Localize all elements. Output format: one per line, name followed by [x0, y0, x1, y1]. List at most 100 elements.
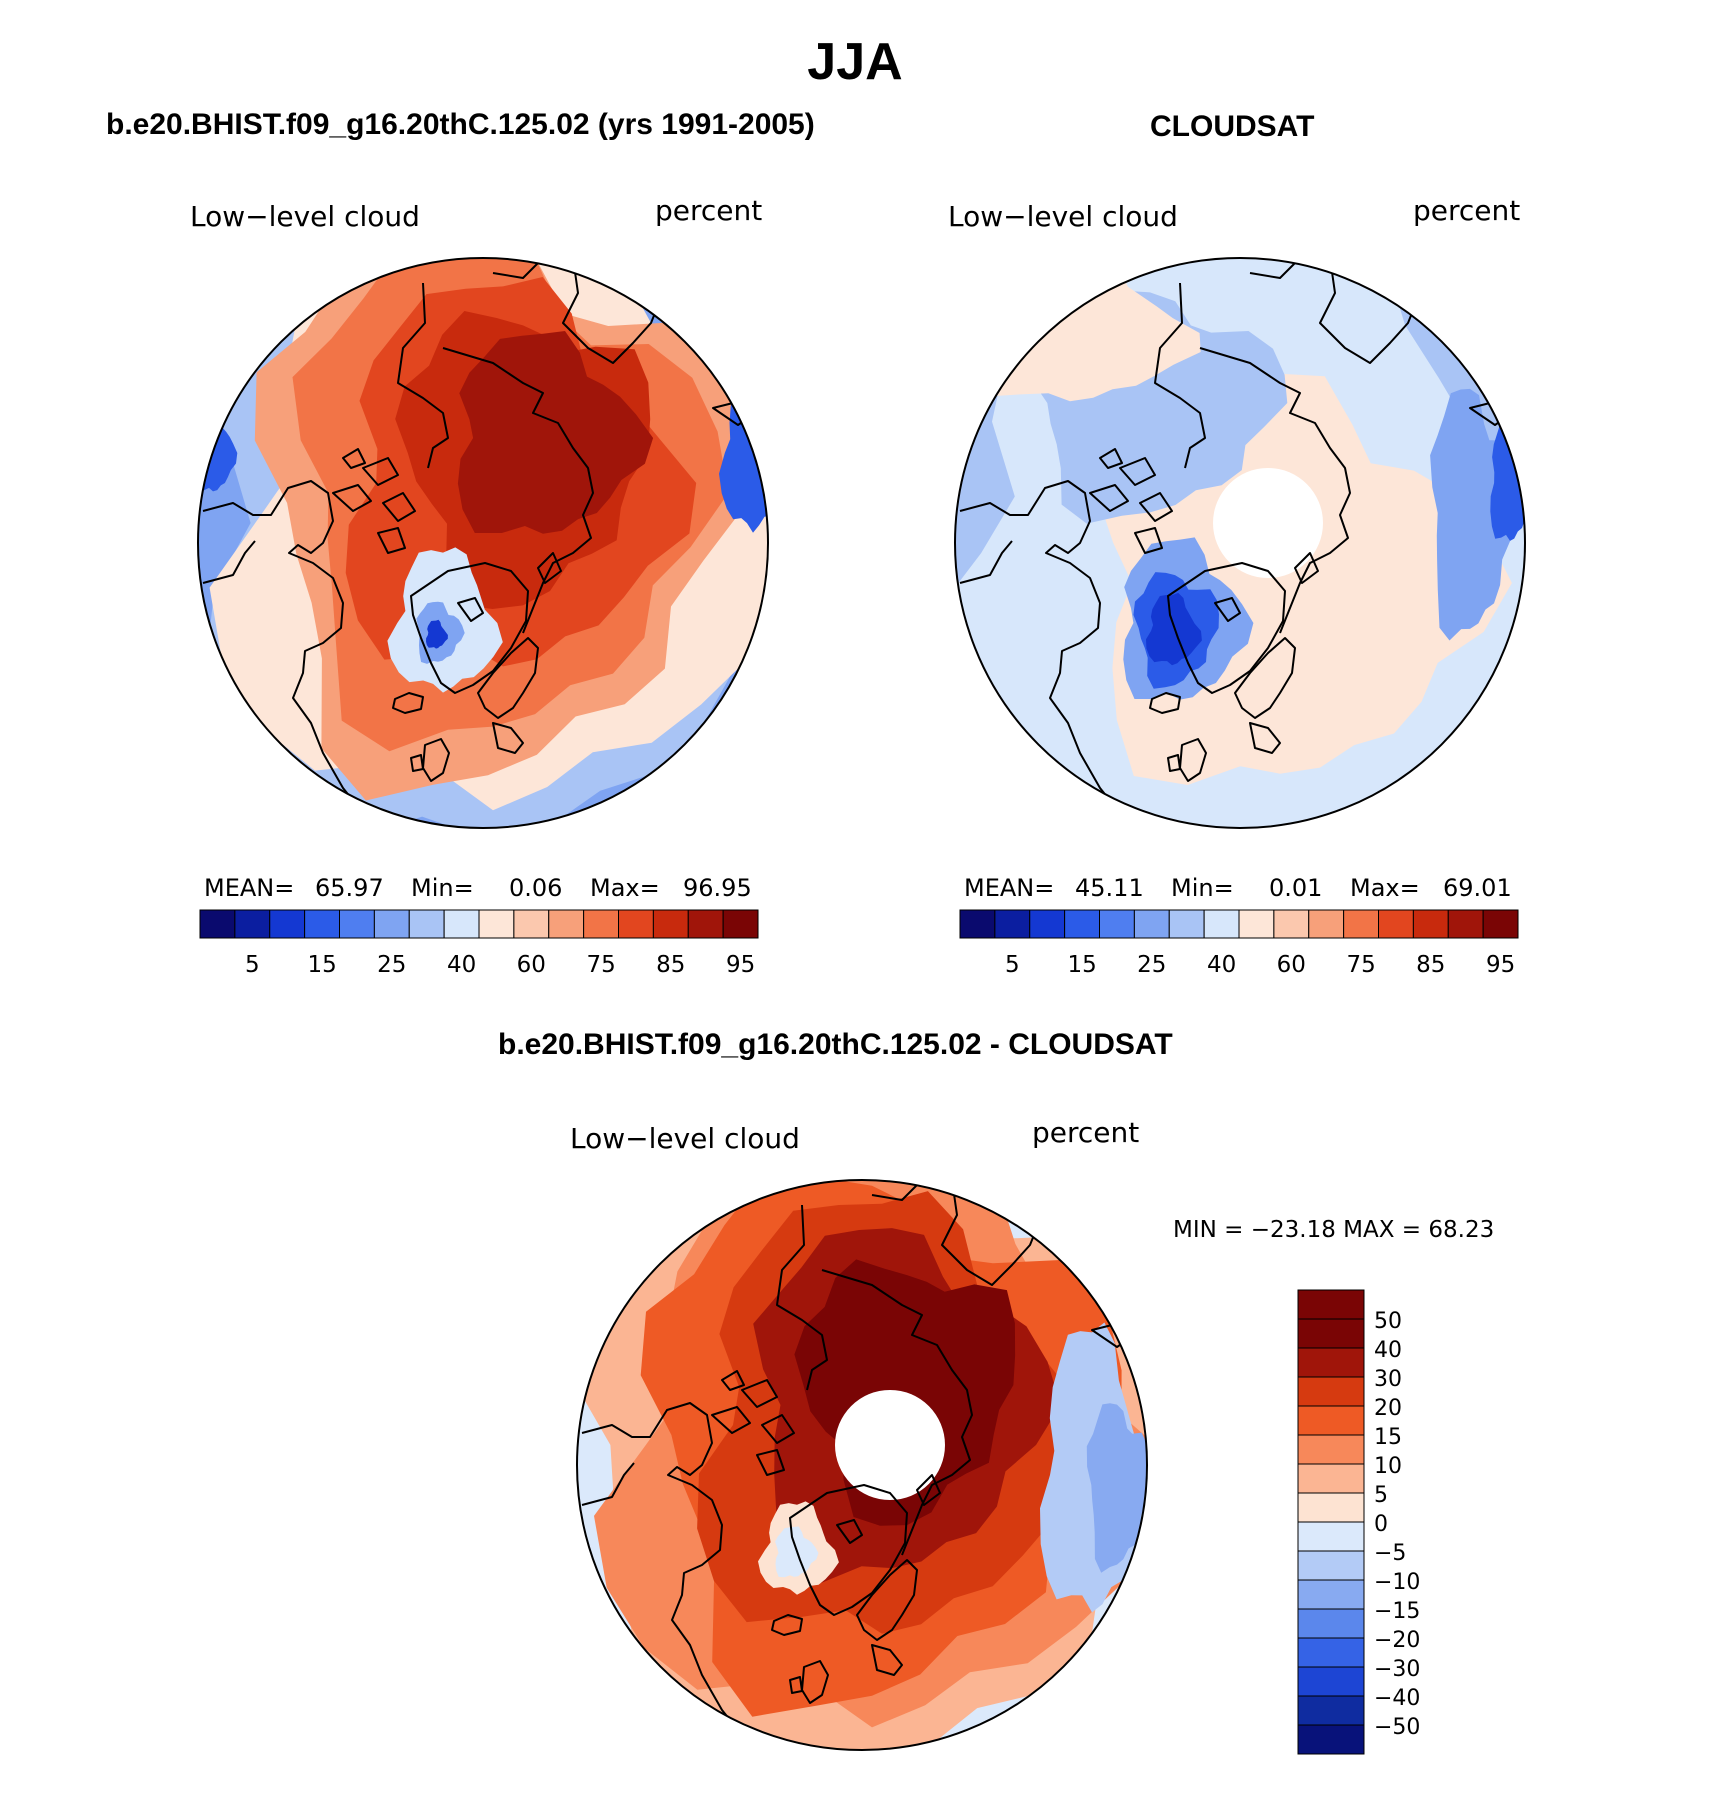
colorbar-box [959, 909, 996, 939]
colorbar-tick-label: 5 [245, 952, 260, 978]
panel-diff-variable: Low−level cloud [570, 1122, 800, 1155]
colorbar-box [1412, 909, 1449, 939]
colorbar-tick-label: 20 [1374, 1396, 1402, 1421]
colorbar-box [1297, 1550, 1365, 1581]
colorbar-tick-label: −15 [1374, 1599, 1420, 1624]
panel-obs-max-value: 69.01 [1443, 874, 1512, 902]
colorbar-box [199, 909, 236, 939]
panel-diff-minmax: MIN = −23.18 MAX = 68.23 [1173, 1217, 1495, 1243]
colorbar-box [583, 909, 620, 939]
colorbar-box [1297, 1405, 1365, 1436]
colorbar-tick-label: 75 [1346, 952, 1375, 978]
panel-model-heading: b.e20.BHIST.f09_g16.20thC.125.02 (yrs 19… [106, 108, 815, 141]
colorbar-tick-label: 40 [447, 952, 476, 978]
colorbar-tick-label: 5 [1005, 952, 1020, 978]
colorbar-tick-label: −40 [1374, 1686, 1420, 1711]
colorbar-box [652, 909, 689, 939]
colorbar-box [1297, 1666, 1365, 1697]
colorbar-box [618, 909, 654, 939]
panel-obs-mean-value: 45.11 [1075, 874, 1144, 902]
colorbar-box [1273, 909, 1310, 939]
colorbar-tick-label: 75 [586, 952, 615, 978]
colorbar-tick-label: 0 [1374, 1512, 1388, 1537]
colorbar-box [269, 909, 306, 939]
panel-model-min-value: 0.06 [509, 874, 563, 902]
panel-diff-map [576, 1179, 1148, 1751]
colorbar-tick-label: 60 [1277, 952, 1306, 978]
colorbar-box [408, 909, 445, 939]
panel-model-mean-label: MEAN= [204, 874, 295, 902]
panel-diff-units: percent [1032, 1116, 1140, 1149]
colorbar-box [1343, 909, 1380, 939]
polar-data-gap [1213, 468, 1323, 578]
colorbar-box [1378, 909, 1414, 939]
colorbar-tick-label: 40 [1207, 952, 1236, 978]
colorbar-box [1297, 1637, 1365, 1668]
coastline-outlines [202, 258, 749, 814]
colorbar-box [1297, 1492, 1365, 1523]
colorbar-box [1297, 1521, 1365, 1552]
panel-model-units: percent [655, 194, 763, 227]
map-boundary [576, 1179, 1148, 1751]
colorbar-box [1099, 909, 1135, 939]
panel-obs-mean-label: MEAN= [964, 874, 1055, 902]
colorbar-box [339, 909, 375, 939]
colorbar-box [513, 909, 550, 939]
colorbar-box [548, 909, 585, 939]
colorbar-box [1297, 1376, 1365, 1407]
polar-data-gap [835, 1390, 945, 1500]
colorbar-tick-label: 15 [1374, 1425, 1402, 1450]
colorbar-tick-label: 60 [517, 952, 546, 978]
colorbar-tick-label: −10 [1374, 1570, 1420, 1595]
colorbar-box [1308, 909, 1345, 939]
panel-obs-variable: Low−level cloud [948, 200, 1178, 233]
panel-model-min-label: Min= [411, 874, 474, 902]
panel-obs-min-label: Min= [1171, 874, 1234, 902]
panel-diff-heading: b.e20.BHIST.f09_g16.20thC.125.02 - CLOUD… [498, 1028, 1173, 1061]
colorbar-tick-label: −5 [1374, 1541, 1406, 1566]
colorbar-tick-label: 85 [1416, 952, 1445, 978]
colorbar-tick-label: 15 [307, 952, 336, 978]
colorbar-box [687, 909, 724, 939]
colorbar-box [1297, 1724, 1365, 1755]
colorbar-tick-label: −30 [1374, 1657, 1420, 1682]
panel-obs-units: percent [1413, 194, 1521, 227]
colorbar-box [722, 909, 759, 939]
colorbar-box [304, 909, 341, 939]
colorbar-box [1447, 909, 1484, 939]
colorbar-tick-label: 25 [377, 952, 406, 978]
contour-region [719, 367, 768, 533]
colorbar-tick-label: 50 [1374, 1309, 1402, 1334]
contour-region [1490, 417, 1525, 541]
colorbar-tick-label: −20 [1374, 1628, 1420, 1653]
colorbar-box [1297, 1434, 1365, 1465]
colorbar-tick-label: 15 [1067, 952, 1096, 978]
panel-obs-max-label: Max= [1350, 874, 1420, 902]
panel-model-map [197, 257, 769, 829]
panel-model-max-value: 96.95 [683, 874, 752, 902]
colorbar-tick-label: 85 [656, 952, 685, 978]
panel-obs-colorbar: 5 15 25 40 60 75 85 95 [959, 909, 1519, 978]
colorbar-tick-label: 10 [1374, 1454, 1402, 1479]
panel-model-mean-value: 65.97 [315, 874, 384, 902]
colorbar-box [994, 909, 1031, 939]
coastline-outlines [581, 1180, 1128, 1736]
colorbar-tick-label: −50 [1374, 1715, 1420, 1740]
panel-obs-heading: CLOUDSAT [1150, 110, 1315, 143]
colorbar-box [1297, 1579, 1365, 1610]
colorbar-box [1482, 909, 1519, 939]
panel-model-max-label: Max= [590, 874, 660, 902]
colorbar-box [478, 909, 515, 939]
colorbar-box [1203, 909, 1240, 939]
contour-region [426, 619, 448, 649]
figure-title: JJA [807, 33, 903, 91]
map-boundary [197, 257, 769, 829]
colorbar-tick-label: 95 [726, 952, 755, 978]
panel-model-colorbar: 5 15 25 40 60 75 85 95 [199, 909, 759, 978]
colorbar-box [1297, 1695, 1365, 1726]
colorbar-box [1297, 1318, 1365, 1349]
colorbar-tick-label: 40 [1374, 1338, 1402, 1363]
colorbar-box [443, 909, 480, 939]
map-boundary [954, 257, 1526, 829]
colorbar-box [1238, 909, 1275, 939]
